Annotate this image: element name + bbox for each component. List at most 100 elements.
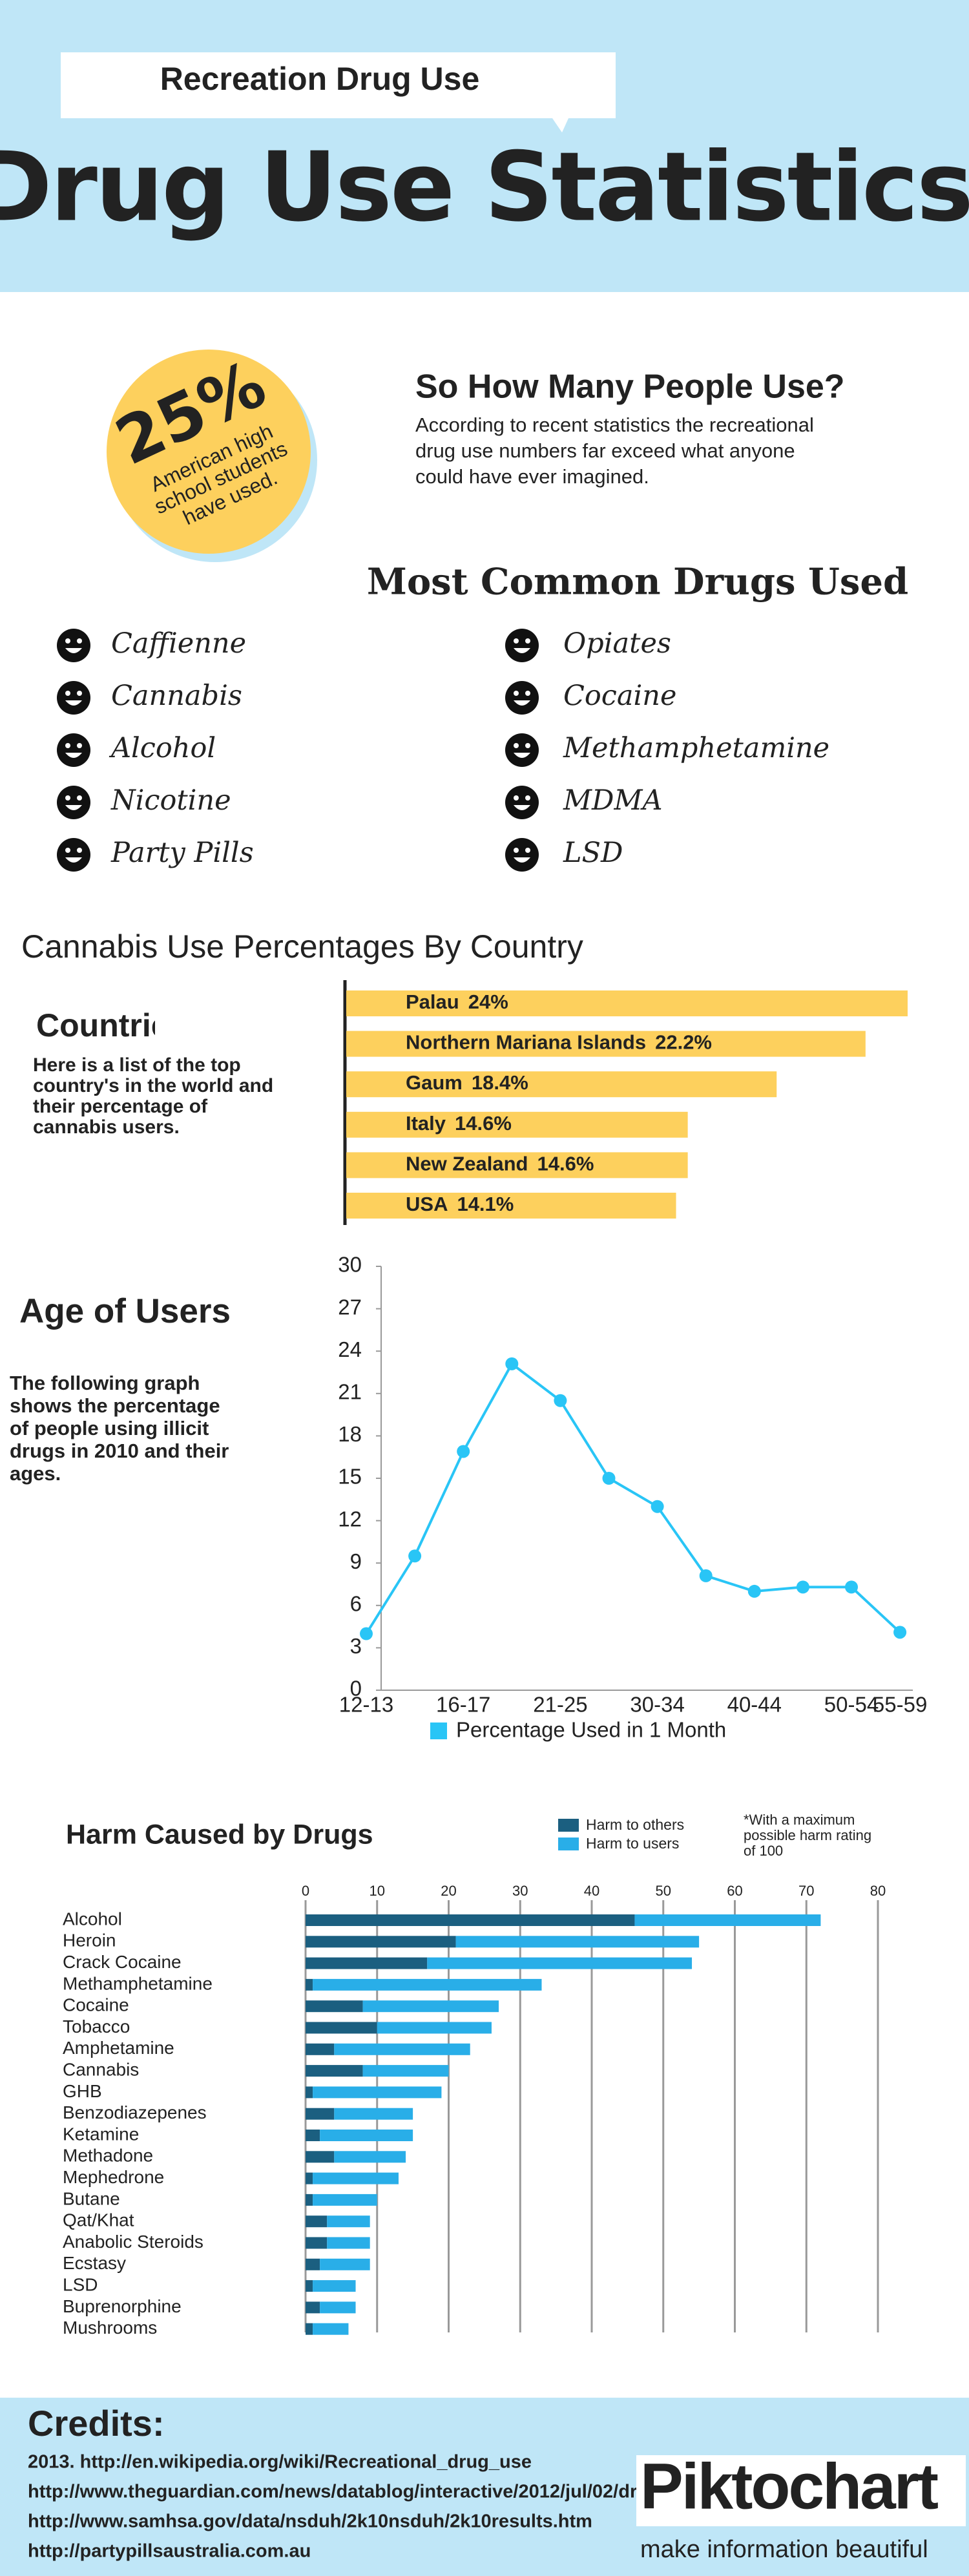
bar-segment <box>306 2108 335 2120</box>
icon-mouth <box>65 753 82 758</box>
body-text: of 100 <box>744 1843 783 1859</box>
y-tick-label: Methadone <box>63 2146 153 2166</box>
y-tick-label: Crack Cocaine <box>63 1952 182 1972</box>
y-tick-label: 9 <box>350 1549 362 1573</box>
icon-eye <box>65 743 70 748</box>
bar-segment <box>362 2000 499 2013</box>
drug-icon <box>505 733 539 767</box>
icon-eye <box>65 691 70 696</box>
drug-icon <box>505 681 539 715</box>
bar-segment <box>320 2130 413 2141</box>
bar-label: USA 14.1% <box>406 1193 514 1215</box>
icon-face <box>57 733 90 767</box>
icon-eye <box>77 795 82 801</box>
bar-segment <box>306 2065 363 2077</box>
y-tick-label: Ketamine <box>63 2124 139 2144</box>
y-tick-label: 21 <box>338 1380 362 1404</box>
bar-value: 14.6% <box>537 1153 594 1175</box>
bar-segment <box>306 2237 328 2249</box>
point <box>893 1626 907 1639</box>
bar-segment <box>455 1936 700 1948</box>
bar <box>346 1031 866 1057</box>
bar-segment <box>306 2323 313 2335</box>
bar-segment <box>306 2000 363 2013</box>
point <box>796 1580 809 1594</box>
icon-mouth <box>514 753 530 758</box>
bar <box>346 1071 777 1098</box>
bar-value: 14.1% <box>457 1193 514 1215</box>
y-tick-label: 24 <box>338 1337 362 1361</box>
bar-label: Northern Mariana Islands 22.2% <box>406 1031 712 1054</box>
icon-eye <box>77 848 82 853</box>
bar-label: Gaum 18.4% <box>406 1071 528 1094</box>
icon-face <box>57 786 90 819</box>
intro-heading: So How Many People Use? <box>415 368 845 406</box>
drug-icon <box>57 786 90 819</box>
bar-segment <box>306 2151 335 2163</box>
icon-mouth <box>65 648 82 653</box>
header-bg <box>0 0 969 292</box>
body-text: ages. <box>10 1462 61 1485</box>
x-tick-label: 16-17 <box>436 1693 490 1717</box>
point <box>747 1584 761 1598</box>
x-tick-label: 12-13 <box>339 1693 393 1717</box>
bar-segment <box>306 2301 320 2314</box>
drug-icon <box>57 681 90 715</box>
body-text: 2013. http://en.wikipedia.org/wiki/Recre… <box>28 2452 532 2473</box>
icon-eye <box>77 691 82 696</box>
legend-label: Percentage Used in 1 Month <box>456 1718 726 1742</box>
bar-segment <box>334 2151 406 2163</box>
bar-label: Palau 24% <box>406 990 508 1013</box>
drug-name: Opiates <box>563 627 671 660</box>
x-tick-label: 0 <box>302 1883 309 1899</box>
drug-name: Methamphetamine <box>563 732 829 764</box>
bar <box>346 990 908 1016</box>
y-tick-label: 6 <box>350 1592 362 1616</box>
icon-eye <box>514 743 519 748</box>
y-tick-label: Ecstasy <box>63 2253 126 2273</box>
bar-segment <box>306 2172 313 2184</box>
drug-name: Caffienne <box>111 627 246 660</box>
icon-mouth <box>65 805 82 810</box>
bar-segment <box>313 2086 442 2099</box>
chart-title: Cannabis Use Percentages By Country <box>21 928 583 965</box>
x-tick-label: 60 <box>727 1883 742 1899</box>
point <box>457 1445 470 1458</box>
bar <box>346 1111 688 1138</box>
y-tick-label: Anabolic Steroids <box>63 2232 203 2252</box>
point <box>602 1472 616 1485</box>
drug-name: MDMA <box>563 784 663 817</box>
bar-segment <box>306 2194 313 2206</box>
bar-segment <box>306 2086 313 2099</box>
speech-box <box>61 52 616 132</box>
y-tick-label: Mushrooms <box>63 2318 157 2338</box>
drug-name: Nicotine <box>110 784 231 817</box>
y-tick-label: 15 <box>338 1465 362 1489</box>
body-text: http://partypillsaustralia.com.au <box>28 2541 311 2562</box>
y-tick-label: Buprenorphine <box>63 2296 182 2316</box>
icon-eye <box>514 795 519 801</box>
icon-face <box>57 681 90 715</box>
x-tick-label: 50 <box>656 1883 671 1899</box>
bar <box>346 1193 676 1219</box>
x-tick-label: 50-54 <box>824 1693 879 1717</box>
bar-segment <box>313 1978 542 1991</box>
legend-label: Harm to users <box>586 1835 679 1852</box>
bar-segment <box>306 2022 377 2034</box>
icon-face <box>505 733 539 767</box>
legend-swatch <box>430 1723 447 1739</box>
drug-name: LSD <box>563 837 623 869</box>
bar-segment <box>313 2172 399 2184</box>
point <box>505 1357 519 1370</box>
icon-eye <box>65 848 70 853</box>
logo-name: Piktochart <box>640 2450 939 2522</box>
bar-segment <box>306 2130 320 2141</box>
body-text: http://www.samhsa.gov/data/nsduh/2k10nsd… <box>28 2511 592 2532</box>
bar-segment <box>306 1978 313 1991</box>
point <box>651 1500 664 1513</box>
drug-name: Party Pills <box>110 837 254 869</box>
y-tick-label: Heroin <box>63 1931 116 1951</box>
bar-value: 22.2% <box>655 1031 712 1054</box>
header-title: Drug Use Statistics <box>0 132 969 243</box>
